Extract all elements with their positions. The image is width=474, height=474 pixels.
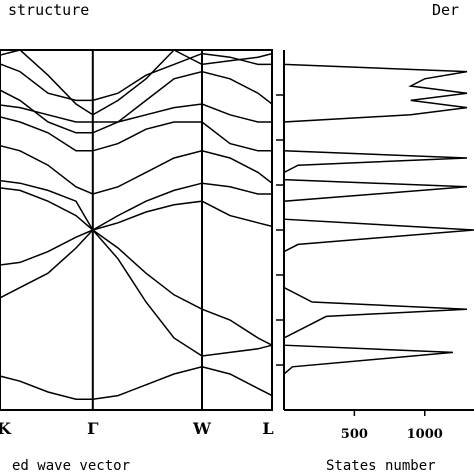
k-point-label: L <box>262 419 273 438</box>
band-line <box>0 103 272 123</box>
band-line <box>0 228 273 357</box>
band-line <box>0 179 272 232</box>
dos-title: Der <box>432 1 459 19</box>
dos-panel: 500 1000 <box>276 50 474 442</box>
dos-x-tick-label: 1000 <box>407 427 443 442</box>
band-line <box>0 144 273 195</box>
band-line <box>0 187 273 231</box>
band-frame <box>0 49 273 411</box>
band-line <box>0 116 272 152</box>
band-xlabel: ed wave vector <box>12 458 130 474</box>
dos-x-tick-label: 500 <box>341 427 368 442</box>
band-title: structure <box>8 1 89 19</box>
k-point-label: K <box>0 419 12 438</box>
dos-line <box>283 63 474 410</box>
dos-xlabel: States number <box>326 458 436 474</box>
k-point-label: W <box>192 419 212 438</box>
band-line <box>0 70 273 134</box>
band-line <box>0 52 272 102</box>
band-line <box>0 49 273 116</box>
band-line <box>0 229 273 346</box>
band-line <box>0 366 273 400</box>
k-point-label: Γ <box>87 419 99 438</box>
